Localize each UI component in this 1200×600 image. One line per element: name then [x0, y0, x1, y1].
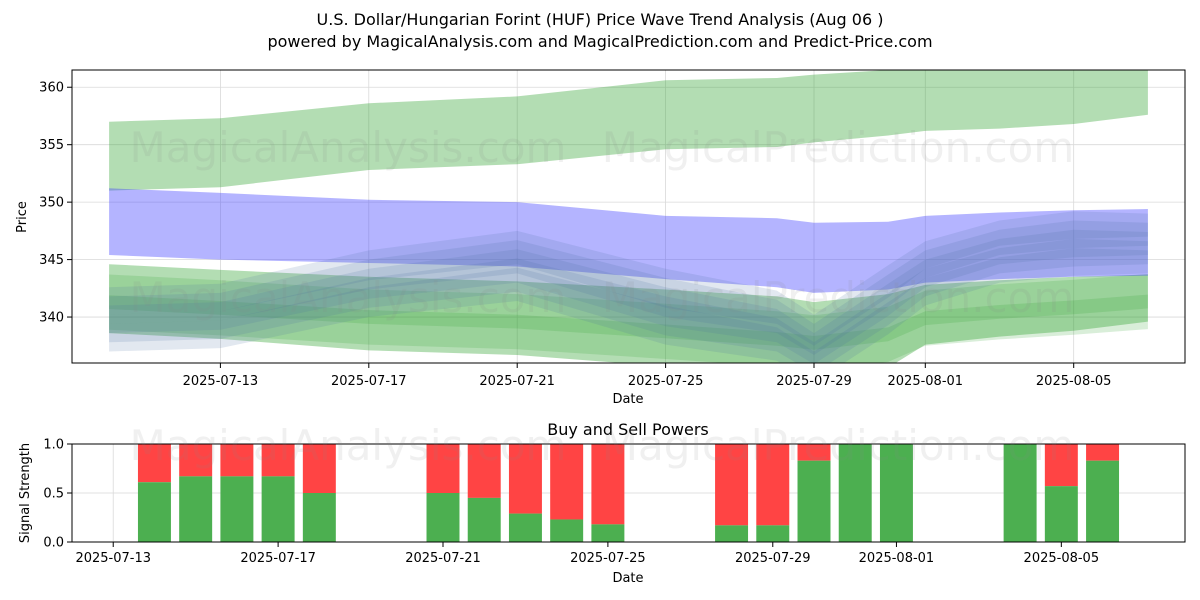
- sell-power-bar: [1086, 444, 1120, 461]
- power-x-tick-label: 2025-08-05: [1024, 551, 1100, 566]
- power-bars: [137, 444, 1120, 542]
- price-x-tick-label: 2025-07-29: [776, 374, 852, 389]
- price-wave-chart: 2025-07-13 2025-07-17 2025-07-21 2025-07-25…: [15, 69, 1186, 407]
- price-grid: [72, 70, 1185, 363]
- watermark-prediction-1: MagicalPrediction.com: [602, 123, 1075, 172]
- price-band-blue: [109, 188, 1148, 293]
- sell-power-bar: [797, 444, 831, 461]
- buy-power-bar: [220, 476, 254, 542]
- price-band-layer: [109, 70, 1148, 363]
- price-band-steel: [109, 220, 1148, 355]
- sell-power-bar: [550, 444, 584, 520]
- buy-power-bar: [591, 524, 625, 542]
- buy-power-bar: [179, 476, 213, 542]
- price-x-ticks: 2025-07-13 2025-07-17 2025-07-21 2025-07-25…: [183, 363, 1112, 389]
- power-y-tick-label: 1.0: [43, 438, 64, 453]
- sell-power-bar: [467, 444, 501, 498]
- buy-power-bar: [1044, 486, 1078, 542]
- price-x-tick-label: 2025-07-13: [183, 374, 259, 389]
- price-band-green-upper: [109, 70, 1148, 191]
- buy-power-bar: [261, 476, 295, 542]
- watermark-analysis-2: MagicalAnalysis.com: [130, 273, 567, 322]
- price-x-tick-label: 2025-08-05: [1036, 374, 1112, 389]
- power-y-tick-label: 0.0: [43, 536, 64, 551]
- price-y-tick-label: 340: [39, 311, 64, 326]
- power-x-tick-label: 2025-07-25: [570, 551, 646, 566]
- price-y-tick-label: 345: [39, 253, 64, 268]
- price-x-tick-label: 2025-07-21: [479, 374, 555, 389]
- buy-sell-chart-title: Buy and Sell Powers: [547, 420, 709, 439]
- power-x-ticks: 2025-07-13 2025-07-17 2025-07-21 2025-07-25…: [75, 542, 1099, 566]
- sell-power-bar: [302, 444, 336, 493]
- price-band-steel: [109, 211, 1148, 346]
- sell-power-bar: [426, 444, 460, 493]
- sell-power-bar: [756, 444, 790, 526]
- chart-title-line-1: U.S. Dollar/Hungarian Forint (HUF) Price…: [317, 10, 884, 29]
- watermarks: MagicalAnalysis.com MagicalPrediction.co…: [130, 123, 1075, 470]
- buy-power-bar: [508, 513, 542, 542]
- buy-power-bar: [797, 460, 831, 542]
- power-y-tick-label: 0.5: [43, 487, 64, 502]
- buy-power-bar: [879, 444, 913, 542]
- power-y-ticks: 0.0 0.5 1.0: [43, 438, 72, 551]
- watermark-prediction-2: MagicalPrediction.com: [602, 273, 1075, 322]
- chart-title-line-2: powered by MagicalAnalysis.com and Magic…: [267, 32, 932, 51]
- buy-power-bar: [1003, 444, 1037, 542]
- buy-power-bar: [137, 482, 171, 542]
- price-y-axis-label: Price: [15, 201, 30, 233]
- sell-power-bar: [591, 444, 625, 525]
- price-plot-frame: [71, 69, 1186, 364]
- watermark-analysis-1: MagicalAnalysis.com: [130, 123, 567, 172]
- sell-power-bar: [261, 444, 295, 477]
- buy-power-bar: [756, 525, 790, 542]
- price-band-green-inner: [109, 294, 1148, 363]
- sell-power-bar: [715, 444, 749, 526]
- buy-power-bar: [1086, 460, 1120, 542]
- power-x-tick-label: 2025-07-17: [240, 551, 316, 566]
- price-bands: [109, 70, 1148, 363]
- price-x-tick-label: 2025-08-01: [888, 374, 964, 389]
- power-x-tick-label: 2025-07-21: [405, 551, 481, 566]
- price-y-tick-label: 355: [39, 138, 64, 153]
- sell-power-bar: [508, 444, 542, 514]
- watermark-prediction-3: MagicalPrediction.com: [602, 421, 1075, 470]
- price-band-steel: [109, 248, 1148, 363]
- power-x-tick-label: 2025-07-29: [735, 551, 811, 566]
- buy-power-bar: [426, 493, 460, 542]
- sell-power-bar: [179, 444, 213, 477]
- buy-power-bar: [302, 493, 336, 542]
- price-y-tick-label: 360: [39, 81, 64, 96]
- buy-power-bar: [550, 519, 584, 542]
- price-band-steel: [109, 238, 1148, 363]
- price-band-green-inner: [109, 274, 1148, 350]
- sell-power-bar: [137, 444, 171, 483]
- sell-power-bar: [1044, 444, 1078, 487]
- buy-power-bar: [715, 525, 749, 542]
- power-x-axis-label: Date: [612, 571, 643, 586]
- price-band-green-lower: [109, 264, 1148, 363]
- price-x-tick-label: 2025-07-25: [628, 374, 704, 389]
- power-y-axis-label: Signal Strength: [18, 443, 33, 543]
- price-y-tick-label: 350: [39, 196, 64, 211]
- price-y-ticks: 340 345 350 355 360: [39, 81, 72, 326]
- buy-power-bar: [838, 444, 872, 542]
- power-x-tick-label: 2025-07-13: [75, 551, 151, 566]
- price-x-tick-label: 2025-07-17: [331, 374, 407, 389]
- price-x-axis-label: Date: [612, 392, 643, 407]
- sell-power-bar: [220, 444, 254, 477]
- buy-sell-power-chart: Buy and Sell Powers 2025-07-13 2025-07-17…: [18, 420, 1186, 586]
- watermark-analysis-3: MagicalAnalysis.com: [130, 421, 567, 470]
- price-band-steel: [109, 229, 1148, 363]
- buy-power-bar: [467, 497, 501, 542]
- power-x-tick-label: 2025-08-01: [859, 551, 935, 566]
